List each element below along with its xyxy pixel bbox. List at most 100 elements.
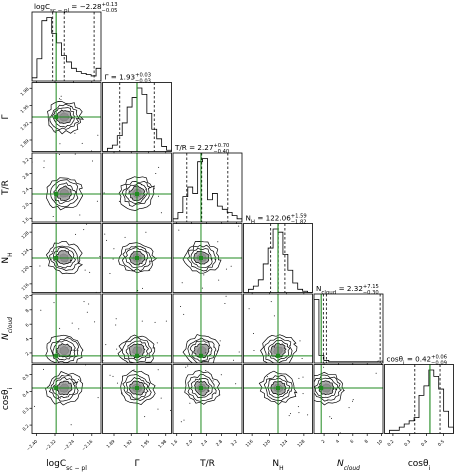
- scatter-point-costheta-Ncloud: [375, 372, 377, 374]
- contour-Ncloud-TR-1: [193, 343, 211, 359]
- panel-Ncloud-NH: [243, 293, 313, 364]
- xtick-label-Ncloud-3: 8: [363, 438, 369, 444]
- scatter-point-costheta-logC: [63, 380, 65, 382]
- truth-marker-costheta-NH: [276, 386, 280, 391]
- scatter-point-NH-TR: [238, 225, 240, 227]
- contour-Gamma-logC-4: [47, 101, 85, 135]
- xlabel-Ncloud: Ncloud: [337, 459, 360, 472]
- panel-frame-NH-TR: [172, 223, 243, 293]
- scatter-point-NH-logC: [89, 271, 91, 273]
- ytick-label-NH-3: 128: [20, 230, 30, 240]
- ytick-label-TR-0: 1.6: [21, 216, 30, 225]
- scatter-point-costheta-Gamma: [170, 409, 172, 411]
- scatter-point-costheta-Ncloud: [323, 366, 325, 368]
- contour-NH-logC-2: [53, 247, 76, 269]
- scatter-point-costheta-Ncloud: [352, 400, 354, 402]
- scatter-point-Ncloud-TR: [233, 359, 235, 361]
- scatter-point-NH-TR: [218, 279, 220, 281]
- contour-TR-Gamma-3: [121, 181, 152, 207]
- panel-frame-costheta-Ncloud: [313, 364, 384, 434]
- contour-Ncloud-NH-2: [267, 339, 291, 362]
- xlabel-costheta: cosθi: [408, 459, 431, 472]
- histogram-logC: [32, 17, 101, 81]
- ytick-label-TR-4: 3.2: [21, 157, 30, 166]
- scatter-point-Ncloud-NH: [299, 340, 301, 342]
- ytick-label-Ncloud-4: 10: [22, 293, 30, 301]
- scatter-point-Ncloud-Gamma: [154, 321, 156, 323]
- scatter-point-NH-logC: [83, 229, 85, 231]
- histogram-Ncloud: [314, 299, 383, 363]
- title-Gamma: Γ = 1.93+0.03 −0.03: [105, 73, 152, 85]
- contour-NH-Gamma-3: [121, 245, 152, 272]
- xlabel-Gamma: Γ: [134, 459, 139, 469]
- scatter-point-Ncloud-NH: [301, 357, 303, 359]
- title-logC: logCsc − pl = −2.28+0.13 −0.05: [34, 2, 118, 14]
- scatter-point-costheta-Gamma: [157, 369, 159, 371]
- scatter-point-costheta-TR: [205, 369, 207, 371]
- ytick-label-NH-1: 120: [20, 265, 30, 275]
- panel-Gamma-logC: 1.89 1.92 1.95 1.98 Γ: [1, 82, 102, 152]
- title-NH: NH = 122.06+1.59 −1.82: [246, 214, 307, 226]
- panel-costheta-Ncloud: 2 4 6 8 10 Ncloud: [313, 364, 384, 472]
- scatter-point-Ncloud-logC: [53, 302, 55, 304]
- scatter-point-costheta-NH: [289, 413, 291, 415]
- panel-frame-Ncloud-NH: [243, 293, 313, 364]
- scatter-point-costheta-TR: [199, 378, 201, 380]
- contour-TR-Gamma-2: [125, 182, 148, 204]
- scatter-point-costheta-NH: [297, 406, 299, 408]
- contour-Ncloud-Gamma-2: [125, 340, 150, 361]
- contour-costheta-TR-2: [190, 378, 213, 398]
- xtick-label-logC-0: −2.40: [25, 438, 39, 452]
- panel-TR-logC: 1.6 2.0 2.4 2.8 3.2 T/R: [1, 152, 102, 226]
- scatter-point-costheta-Gamma: [116, 382, 118, 384]
- scatter-point-costheta-Ncloud: [352, 399, 354, 401]
- scatter-point-TR-logC: [74, 153, 76, 155]
- xtick-label-costheta-3: 0.5: [437, 438, 446, 447]
- xtick-label-NH-0: 116: [244, 438, 254, 448]
- ytick-label-costheta-0: 0.2: [21, 423, 30, 432]
- truth-marker-Ncloud-logC: [54, 353, 59, 358]
- scatter-point-Ncloud-Gamma: [156, 342, 158, 344]
- truth-marker-Ncloud-NH: [276, 353, 280, 358]
- scatter-point-costheta-Ncloud: [348, 407, 350, 409]
- truth-marker-NH-TR: [198, 256, 203, 260]
- ylabel-NH: NH: [1, 252, 14, 263]
- scatter-point-NH-Gamma: [106, 239, 108, 241]
- contour-NH-Gamma-2: [124, 247, 149, 269]
- scatter-point-TR-Gamma: [160, 212, 162, 214]
- scatter-point-Gamma-logC: [97, 134, 99, 136]
- scatter-point-costheta-Gamma: [121, 392, 123, 394]
- panel-frame-NH-Gamma: [102, 223, 172, 293]
- scatter-point-costheta-NH: [298, 377, 300, 379]
- scatter-point-costheta-NH: [302, 376, 304, 378]
- scatter-point-Gamma-logC: [54, 132, 56, 134]
- scatter-point-NH-logC: [75, 233, 77, 235]
- contour-TR-logC-4: [46, 177, 84, 211]
- title-Ncloud: Ncloud = 2.32+7.15 −0.30: [316, 284, 379, 296]
- panel-TR-TR: T/R = 2.27+0.70 −0.40: [172, 143, 243, 224]
- scatter-point-Gamma-logC: [58, 98, 60, 100]
- xlabel-NH: NH: [272, 459, 283, 472]
- panel-Ncloud-logC: 2 4 6 8 10 Ncloud: [1, 293, 102, 364]
- ytick-label-Ncloud-1: 4: [24, 337, 30, 343]
- ytick-label-Ncloud-3: 8: [24, 308, 30, 314]
- scatter-point-NH-logC: [84, 269, 86, 271]
- ytick-label-NH-0: 116: [20, 282, 30, 292]
- scatter-point-TR-Gamma: [158, 166, 160, 168]
- scatter-point-NH-TR: [203, 274, 205, 276]
- contour-costheta-NH-4: [258, 370, 298, 406]
- scatter-point-costheta-Gamma: [144, 416, 146, 418]
- contour-Ncloud-NH-3: [263, 336, 293, 363]
- scatter-point-costheta-logC: [34, 405, 36, 407]
- truth-marker-Ncloud-Gamma: [135, 353, 139, 358]
- xtick-label-NH-1: 120: [262, 438, 272, 448]
- scatter-point-costheta-TR: [235, 383, 237, 385]
- scatter-point-Ncloud-logC: [88, 303, 90, 305]
- scatter-point-Gamma-logC: [70, 106, 72, 108]
- panel-frame-NH-NH: [243, 223, 313, 293]
- scatter-point-TR-logC: [58, 153, 60, 155]
- title-costheta: cosθi = 0.42+0.06 −0.09: [387, 355, 448, 367]
- scatter-point-costheta-logC: [43, 368, 45, 370]
- scatter-point-Gamma-logC: [59, 143, 61, 145]
- scatter-point-NH-logC: [39, 265, 41, 267]
